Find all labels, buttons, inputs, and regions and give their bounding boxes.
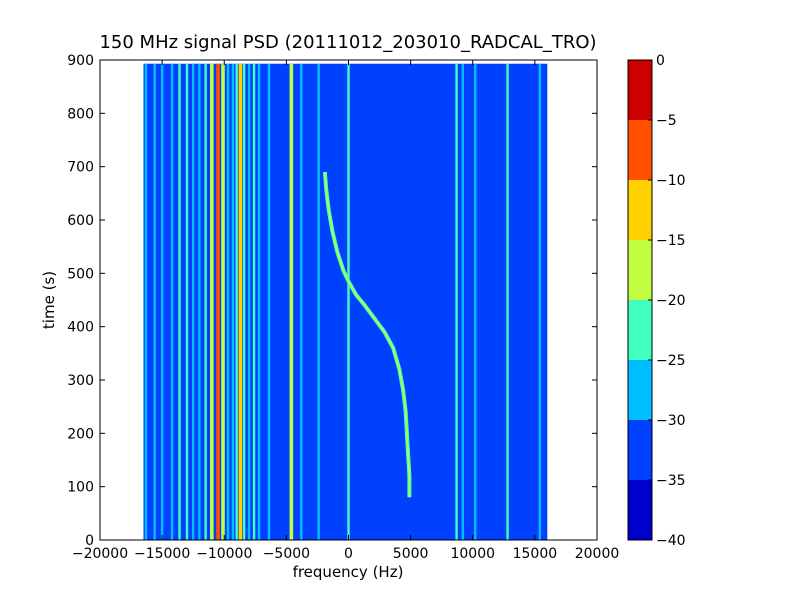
heatmap-plot-area <box>143 63 548 540</box>
y-tick-label: 300 <box>67 373 94 389</box>
spectral-line-14 <box>235 63 238 540</box>
x-tick-label: −5000 <box>263 546 310 562</box>
spectral-line-7 <box>198 63 201 540</box>
spectral-line-11 <box>221 63 225 540</box>
colorbar-segment <box>628 480 652 540</box>
x-tick-label: 5000 <box>393 546 429 562</box>
spectral-line-23 <box>317 63 320 540</box>
spectral-line-25 <box>455 63 458 540</box>
spectral-line-3 <box>170 63 174 540</box>
y-axis-label: time (s) <box>40 271 58 329</box>
colorbar-tick-label: −30 <box>656 413 686 429</box>
x-tick-label: 10000 <box>450 546 495 562</box>
colorbar-segment <box>628 300 652 360</box>
x-tick-label: 0 <box>344 546 353 562</box>
colorbar-segment <box>628 60 652 120</box>
spectral-line-13 <box>231 63 235 540</box>
heatmap-background <box>143 63 548 540</box>
x-tick-label: −20000 <box>72 546 128 562</box>
spectral-line-20 <box>267 63 271 540</box>
y-tick-label: 400 <box>67 320 94 336</box>
colorbar-tick-label: 0 <box>656 53 665 69</box>
x-axis-label: frequency (Hz) <box>293 563 404 581</box>
x-axis: −20000 −15000 −10000 −5000 0 5000 10000 15000 20… <box>72 60 619 562</box>
colorbar-segment <box>628 240 652 300</box>
y-tick-label: 100 <box>67 480 94 496</box>
spectral-line-6 <box>191 63 195 540</box>
colorbar-segment <box>628 420 652 480</box>
spectral-line-5 <box>185 63 189 540</box>
colorbar-tick-label: −35 <box>656 473 686 489</box>
x-tick-label: −10000 <box>196 546 252 562</box>
x-tick-label: 20000 <box>575 546 620 562</box>
spectral-line-22 <box>300 63 303 540</box>
spectral-line-28 <box>506 63 509 540</box>
spectral-line-16 <box>242 63 246 540</box>
spectral-line-12 <box>226 63 230 540</box>
y-tick-label: 0 <box>85 533 94 549</box>
spectral-line-2 <box>160 63 164 540</box>
spectral-line-9 <box>210 63 214 540</box>
spectral-line-21 <box>289 63 294 540</box>
colorbar-tick-label: −15 <box>656 233 686 249</box>
y-axis: 0 100 200 300 400 500 600 700 800 900 <box>67 53 597 549</box>
colorbar-tick-label: −10 <box>656 173 686 189</box>
spectral-line-15 <box>238 63 243 540</box>
y-tick-label: 700 <box>67 160 94 176</box>
spectral-line-24 <box>347 63 350 540</box>
spectral-line-1 <box>153 63 156 540</box>
spectral-line-10 <box>216 63 220 540</box>
colorbar-tick-label: −5 <box>656 113 677 129</box>
colorbar-segment <box>628 120 652 180</box>
colorbar-tick-label: −25 <box>656 353 686 369</box>
y-tick-label: 800 <box>67 106 94 122</box>
spectral-line-4 <box>178 63 181 540</box>
spectral-line-8 <box>204 63 207 540</box>
colorbar-segment <box>628 180 652 240</box>
x-tick-label: −15000 <box>134 546 190 562</box>
spectral-line-26 <box>461 63 465 540</box>
colorbar: −40 −35 −30 −25 −20 −15 −10 −5 0 <box>627 53 686 549</box>
spectral-line-0 <box>144 63 148 540</box>
colorbar-tick-label: −20 <box>656 293 686 309</box>
spectral-line-27 <box>474 63 477 540</box>
colorbar-tick-label: −40 <box>656 533 686 549</box>
spectral-line-19 <box>257 63 261 540</box>
y-tick-label: 200 <box>67 426 94 442</box>
spectral-line-17 <box>247 63 251 540</box>
y-tick-label: 600 <box>67 213 94 229</box>
y-tick-label: 900 <box>67 53 94 69</box>
y-tick-label: 500 <box>67 266 94 282</box>
colorbar-segment <box>628 360 652 420</box>
x-tick-label: 15000 <box>513 546 558 562</box>
doppler-curve <box>324 171 411 498</box>
spectral-line-29 <box>538 63 542 540</box>
spectral-line-18 <box>252 63 256 540</box>
chart-title: 150 MHz signal PSD (20111012_203010_RADC… <box>99 32 596 53</box>
